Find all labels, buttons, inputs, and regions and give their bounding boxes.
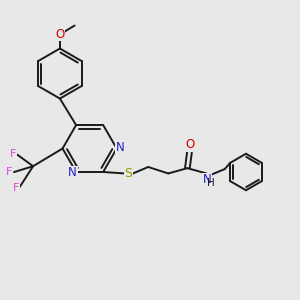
Text: N: N: [203, 173, 212, 186]
Text: N: N: [68, 167, 77, 179]
Text: O: O: [55, 28, 64, 41]
Text: N: N: [116, 141, 124, 154]
Text: F: F: [6, 167, 12, 177]
Text: O: O: [185, 138, 194, 151]
Text: S: S: [124, 167, 132, 180]
Text: H: H: [207, 178, 214, 188]
Text: F: F: [13, 183, 20, 193]
Text: F: F: [10, 149, 16, 159]
